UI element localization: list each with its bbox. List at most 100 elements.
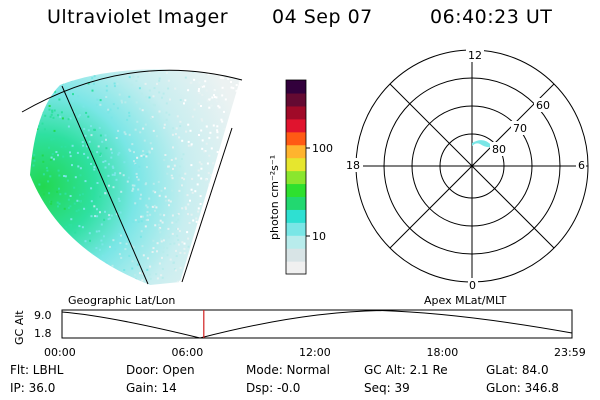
noise-pixel [213, 89, 216, 92]
noise-pixel [160, 274, 163, 277]
noise-pixel [28, 284, 30, 286]
noise-pixel [133, 160, 135, 163]
noise-pixel [167, 165, 170, 168]
noise-pixel [129, 149, 132, 152]
lat-label-60: 60 [536, 99, 550, 112]
noise-pixel [187, 123, 190, 126]
noise-pixel [202, 232, 205, 235]
noise-pixel [119, 211, 122, 214]
noise-pixel [170, 176, 173, 179]
noise-pixel [77, 95, 80, 98]
noise-pixel [68, 224, 71, 226]
filter-info: Flt: LBHL [10, 363, 64, 377]
noise-pixel [199, 195, 202, 198]
noise-pixel [142, 153, 145, 156]
noise-pixel [156, 114, 159, 117]
noise-pixel [91, 89, 94, 92]
colorbar-stripe [286, 209, 306, 223]
noise-pixel [191, 177, 194, 180]
noise-pixel [79, 174, 82, 177]
noise-pixel [157, 223, 160, 226]
noise-pixel [204, 259, 207, 262]
noise-pixel [62, 155, 65, 158]
noise-pixel [42, 193, 45, 196]
noise-pixel [95, 230, 98, 233]
noise-pixel [211, 96, 214, 99]
noise-pixel [171, 133, 174, 136]
noise-pixel [68, 254, 71, 257]
noise-pixel [155, 206, 158, 209]
noise-pixel [131, 143, 134, 146]
noise-pixel [200, 105, 202, 107]
noise-pixel [137, 178, 140, 181]
limb-arc [21, 69, 243, 113]
noise-pixel [88, 140, 91, 143]
noise-pixel [81, 226, 84, 229]
noise-pixel [32, 261, 35, 264]
noise-pixel [236, 138, 239, 141]
noise-pixel [167, 79, 170, 82]
noise-pixel [140, 215, 143, 218]
noise-pixel [69, 205, 72, 208]
noise-pixel [171, 221, 174, 224]
noise-pixel [226, 133, 229, 136]
noise-pixel [115, 213, 118, 216]
colorbar-stripe [286, 131, 306, 146]
noise-pixel [77, 115, 80, 118]
mode-info: Mode: Normal [246, 363, 330, 377]
noise-pixel [93, 168, 96, 171]
noise-pixel [219, 230, 222, 233]
noise-pixel [102, 254, 104, 257]
noise-pixel [96, 182, 99, 184]
noise-pixel [200, 163, 203, 166]
noise-pixel [213, 206, 215, 209]
noise-pixel [189, 129, 192, 132]
noise-pixel [211, 244, 214, 246]
noise-pixel [154, 104, 156, 107]
noise-pixel [146, 66, 148, 68]
noise-pixel [96, 208, 98, 211]
noise-pixel [216, 233, 219, 236]
noise-pixel [64, 73, 67, 76]
noise-pixel [147, 100, 150, 103]
noise-pixel [201, 275, 204, 278]
noise-pixel [173, 268, 176, 271]
noise-pixel [67, 70, 69, 73]
noise-pixel [151, 205, 154, 208]
noise-pixel [186, 194, 189, 197]
noise-pixel [230, 233, 233, 236]
noise-pixel [228, 251, 231, 254]
noise-pixel [70, 225, 73, 228]
noise-pixel [169, 98, 171, 101]
noise-pixel [72, 93, 74, 96]
noise-pixel [139, 197, 142, 200]
noise-pixel [219, 76, 222, 79]
noise-pixel [187, 213, 189, 216]
noise-pixel [152, 69, 155, 70]
noise-pixel [104, 134, 107, 137]
noise-pixel [93, 205, 96, 208]
noise-pixel [49, 72, 52, 75]
noise-pixel [128, 95, 131, 98]
noise-pixel [200, 167, 203, 170]
noise-pixel [135, 80, 138, 82]
noise-pixel [79, 167, 82, 170]
noise-pixel [134, 162, 137, 165]
noise-pixel [101, 140, 104, 143]
noise-pixel [214, 254, 217, 257]
noise-pixel [135, 101, 138, 104]
colorbar-stripe [286, 118, 306, 133]
noise-pixel [200, 118, 203, 121]
noise-pixel [234, 227, 237, 230]
noise-pixel [35, 247, 37, 250]
noise-pixel [64, 269, 66, 272]
noise-pixel [191, 115, 194, 118]
noise-pixel [117, 197, 120, 200]
noise-pixel [43, 205, 46, 208]
noise-pixel [83, 207, 86, 210]
noise-pixel [226, 190, 229, 192]
noise-pixel [193, 78, 196, 81]
noise-pixel [36, 124, 38, 126]
noise-pixel [165, 71, 168, 74]
noise-pixel [231, 217, 234, 220]
